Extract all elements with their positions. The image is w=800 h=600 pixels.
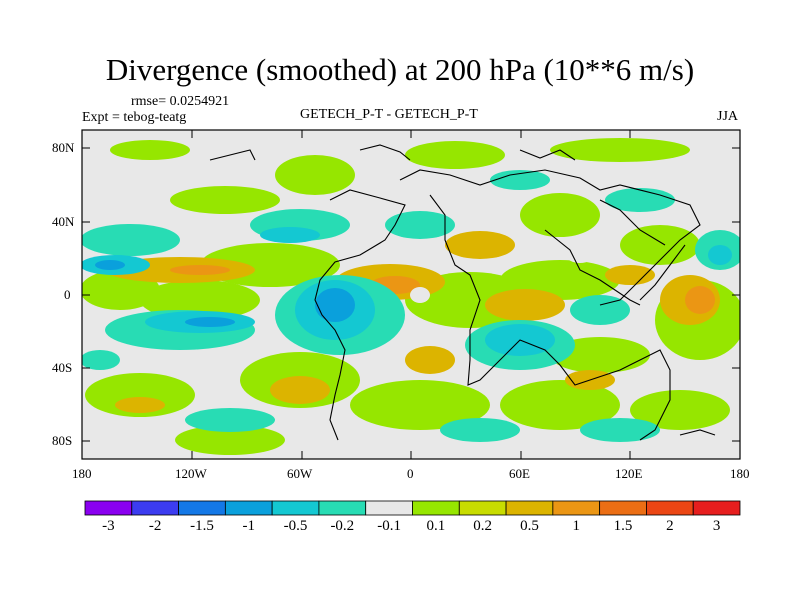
experiment-label: Expt = tebog-teatg: [82, 110, 187, 125]
x-tick-label: 120W: [175, 466, 207, 481]
colorbar-swatch: [84, 500, 133, 516]
y-tick-label: 80N: [52, 140, 75, 155]
colorbar-label: -0.5: [283, 518, 308, 534]
colorbar-swatch: [552, 500, 601, 516]
colorbar-swatch: [599, 500, 647, 516]
colorbar-label: -3: [102, 518, 115, 534]
x-tick-label: 0: [407, 466, 414, 481]
colorbar-swatch: [505, 500, 554, 516]
colorbar-swatch: [458, 500, 507, 516]
colorbar-label: -2: [148, 518, 162, 534]
colorbar-swatch: [224, 500, 273, 516]
y-tick-label: 40N: [52, 214, 75, 229]
x-tick-label: 120E: [615, 466, 643, 481]
season-label: JJA: [717, 109, 739, 124]
colorbar-swatch: [412, 500, 460, 516]
y-tick-label: 80S: [52, 433, 73, 448]
colorbar-swatch: [318, 500, 367, 516]
x-tick-label: 60E: [509, 466, 530, 481]
colorbar-swatch: [365, 500, 413, 516]
rmse-label: rmse= 0.0254921: [131, 94, 230, 109]
y-tick-marks: [82, 147, 740, 442]
colorbar: [84, 500, 741, 516]
colorbar-swatch: [692, 500, 741, 516]
colorbar-swatch: [131, 500, 179, 516]
colorbar-label: -1.5: [190, 518, 214, 534]
comparison-label: GETECH_P-T - GETECH_P-T: [300, 107, 478, 122]
colorbar-label: -1: [242, 518, 256, 534]
coastlines: [209, 144, 716, 441]
divergence-contours: [82, 138, 740, 455]
colorbar-label: 0.1: [426, 518, 446, 534]
colorbar-label: 3: [712, 518, 721, 534]
y-tick-label: 0: [64, 287, 71, 302]
x-tick-label: 180: [72, 466, 92, 481]
colorbar-label: 1.5: [613, 518, 633, 534]
colorbar-label: -0.2: [330, 518, 355, 534]
colorbar-label: 2: [666, 518, 674, 534]
x-tick-marks: [81, 130, 741, 459]
colorbar-swatch: [271, 500, 320, 516]
colorbar-label: 0.5: [520, 518, 539, 534]
colorbar-label: 0.2: [473, 518, 493, 534]
x-tick-label: 180: [730, 466, 750, 481]
map-title: Divergence (smoothed) at 200 hPa (10**6 …: [105, 52, 695, 87]
colorbar-swatch: [178, 500, 226, 516]
x-tick-label: 60W: [287, 466, 313, 481]
colorbar-label: -0.1: [377, 518, 401, 534]
y-tick-label: 40S: [52, 360, 73, 375]
colorbar-label: 1: [572, 518, 581, 534]
colorbar-swatch: [646, 500, 694, 516]
